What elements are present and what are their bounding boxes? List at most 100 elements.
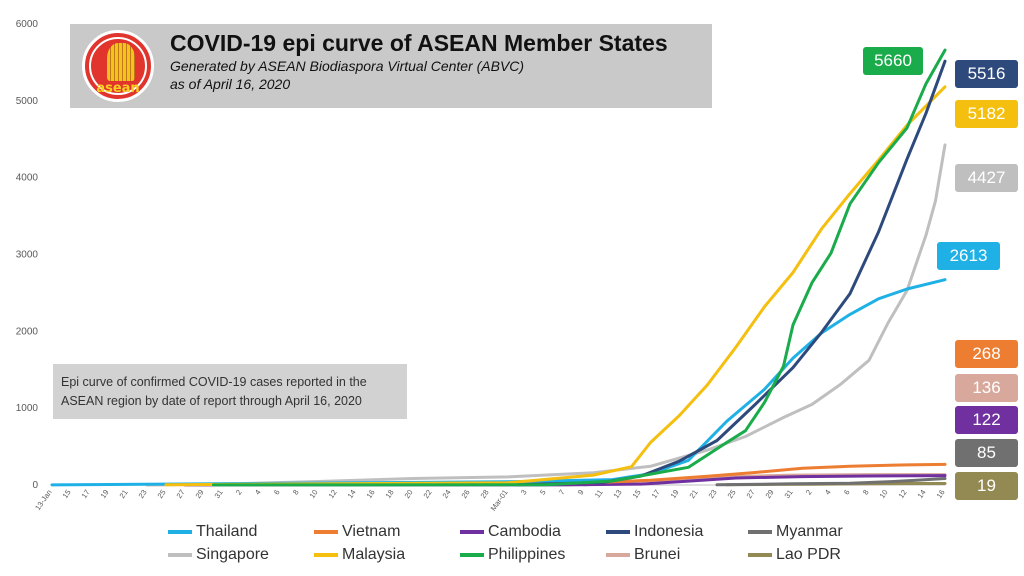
legend: Thailand Singapore Vietnam Malaysia Cambodia… — [168, 521, 988, 569]
rice-stalks-icon — [107, 43, 135, 81]
x-tick-label: 3 — [519, 488, 529, 497]
x-tick-label: 23 — [706, 488, 718, 500]
legend-item: Brunei — [606, 544, 680, 566]
x-tick-label: 27 — [744, 488, 756, 500]
x-tick-label: 15 — [60, 488, 72, 500]
x-tick-label: 19 — [668, 488, 680, 500]
legend-swatch — [314, 553, 338, 557]
legend-item: Myanmar — [748, 521, 843, 543]
legend-label: Thailand — [196, 523, 258, 540]
series-line-cambodia — [183, 474, 947, 487]
x-tick-label: 21 — [117, 488, 129, 500]
x-tick-label: 29 — [193, 488, 205, 500]
y-tick-label: 1000 — [16, 403, 39, 414]
x-tick-label: 8 — [861, 488, 871, 497]
x-tick-label: 8 — [291, 488, 301, 497]
callout-indonesia: 5516 — [955, 60, 1018, 88]
x-tick-label: 31 — [782, 488, 794, 500]
legend-label: Myanmar — [776, 523, 843, 540]
legend-item: Vietnam — [314, 521, 400, 543]
as-of-date: as of April 16, 2020 — [170, 76, 291, 92]
legend-item: Philippines — [460, 544, 565, 566]
legend-label: Brunei — [634, 546, 681, 563]
y-tick-label: 2000 — [16, 326, 39, 337]
x-tick-label: 9 — [576, 488, 586, 497]
x-tick-label: 17 — [649, 488, 661, 500]
x-tick-label: 22 — [421, 488, 433, 500]
legend-item: Indonesia — [606, 521, 703, 543]
x-axis-tick-labels: 13-Jan 15 17 19 21 23 25 27 29 31 2 4 6 8 10 12 14 16 18 20… — [33, 488, 947, 513]
legend-swatch — [168, 553, 192, 557]
x-tick-label: 11 — [593, 488, 605, 500]
legend-item: Thailand — [168, 521, 257, 543]
x-tick-label: 28 — [478, 488, 490, 500]
x-tick-label: 23 — [136, 488, 148, 500]
legend-label: Singapore — [196, 546, 269, 563]
x-tick-label: 6 — [842, 488, 852, 497]
x-tick-label: 25 — [725, 488, 737, 500]
chart-note: Epi curve of confirmed COVID-19 cases re… — [53, 364, 407, 419]
series-line-myanmar — [715, 477, 947, 487]
x-tick-label: 14 — [915, 488, 927, 500]
callout-vietnam: 268 — [955, 340, 1018, 368]
asean-logo: asean — [82, 30, 154, 102]
legend-swatch — [606, 553, 630, 557]
series-line-singapore — [145, 143, 947, 487]
legend-label: Indonesia — [634, 523, 704, 540]
legend-swatch — [314, 530, 338, 534]
y-tick-label: 4000 — [16, 173, 39, 184]
x-tick-label: 16 — [934, 488, 946, 500]
x-tick-label: 29 — [763, 488, 775, 500]
x-tick-label: 27 — [174, 488, 186, 500]
series-lines — [50, 48, 947, 487]
callout-malaysia: 5182 — [955, 100, 1018, 128]
series-line-indonesia — [516, 59, 947, 487]
y-tick-label: 3000 — [16, 250, 39, 261]
x-tick-label: 25 — [155, 488, 167, 500]
x-tick-label: 2 — [804, 488, 814, 497]
legend-item: Cambodia — [460, 521, 561, 543]
callout-thailand: 2613 — [937, 242, 1000, 270]
x-tick-label: 13 — [611, 488, 623, 500]
callout-myanmar: 85 — [955, 439, 1018, 467]
x-tick-label: Mar-01 — [489, 488, 510, 513]
legend-label: Philippines — [488, 546, 566, 563]
x-tick-label: 31 — [212, 488, 224, 500]
callout-singapore: 4427 — [955, 164, 1018, 192]
logo-text: asean — [96, 81, 140, 96]
legend-swatch — [748, 530, 772, 534]
x-tick-label: 4 — [823, 488, 833, 497]
x-tick-label: 5 — [538, 488, 548, 497]
legend-item: Malaysia — [314, 544, 405, 566]
legend-swatch — [460, 530, 484, 534]
x-tick-label: 24 — [440, 488, 452, 500]
legend-label: Malaysia — [342, 546, 406, 563]
y-tick-label: 6000 — [16, 19, 39, 30]
x-tick-label: 4 — [253, 488, 263, 497]
x-tick-label: 21 — [687, 488, 699, 500]
series-line-malaysia — [164, 85, 947, 487]
x-tick-label: 15 — [630, 488, 642, 500]
x-tick-label: 20 — [402, 488, 414, 500]
legend-swatch — [168, 530, 192, 534]
chart-title: COVID-19 epi curve of ASEAN Member State… — [170, 30, 668, 56]
series-line-philippines — [212, 48, 947, 487]
legend-item: Singapore — [168, 544, 269, 566]
logo-ring — [89, 37, 147, 95]
y-axis-tick-labels: 0 1000 2000 3000 4000 5000 6000 — [16, 19, 39, 491]
x-tick-label: 10 — [877, 488, 889, 500]
callout-lao-pdr: 19 — [955, 472, 1018, 500]
x-tick-label: 17 — [79, 488, 91, 500]
legend-swatch — [748, 553, 772, 557]
callout-philippines: 5660 — [863, 47, 923, 75]
title-panel: asean COVID-19 epi curve of ASEAN Member… — [70, 24, 712, 108]
x-tick-label: 26 — [459, 488, 471, 500]
x-tick-label: 10 — [307, 488, 319, 500]
legend-label: Cambodia — [488, 523, 561, 540]
x-tick-label: 16 — [364, 488, 376, 500]
legend-item: Lao PDR — [748, 544, 841, 566]
legend-swatch — [606, 530, 630, 534]
y-tick-label: 0 — [32, 480, 38, 491]
x-tick-label: 19 — [98, 488, 110, 500]
callout-cambodia: 122 — [955, 406, 1018, 434]
